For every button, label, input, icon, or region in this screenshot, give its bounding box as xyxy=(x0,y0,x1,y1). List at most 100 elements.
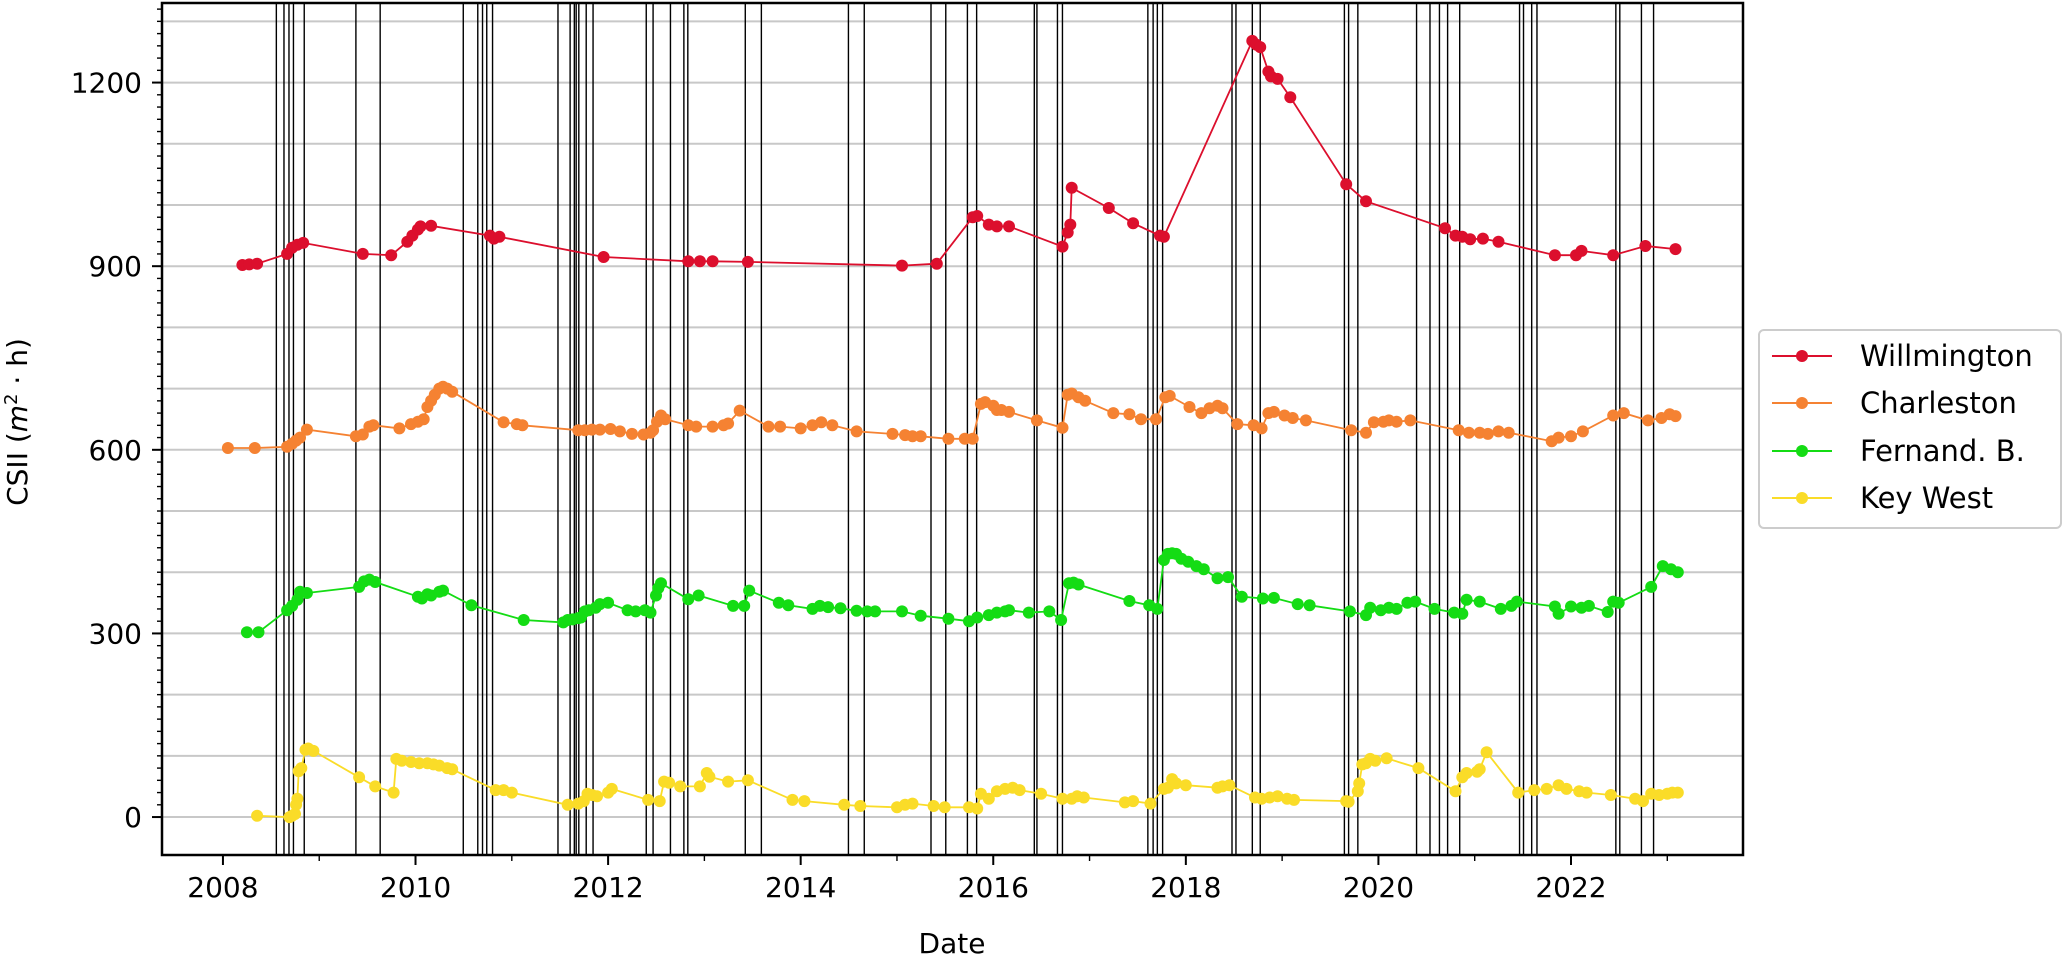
data-point xyxy=(741,255,754,268)
data-point xyxy=(597,251,610,263)
data-point xyxy=(385,249,398,262)
data-point xyxy=(1197,563,1210,576)
data-point xyxy=(971,611,984,624)
data-point xyxy=(1409,595,1422,608)
data-point xyxy=(1072,578,1085,591)
data-point xyxy=(1267,591,1280,604)
data-point xyxy=(307,744,320,757)
data-point xyxy=(248,442,261,454)
data-point xyxy=(1637,795,1649,808)
data-point xyxy=(826,419,839,432)
data-point xyxy=(1582,599,1595,612)
data-point xyxy=(1170,777,1183,790)
data-point xyxy=(294,431,306,444)
data-point xyxy=(295,762,308,775)
data-point xyxy=(605,782,618,795)
data-point xyxy=(1412,762,1425,775)
data-point xyxy=(1231,418,1244,431)
data-point xyxy=(1271,790,1284,803)
data-point xyxy=(1035,787,1048,800)
data-point xyxy=(1360,426,1372,439)
data-point xyxy=(1235,590,1248,603)
data-point xyxy=(591,790,603,803)
data-point xyxy=(629,605,642,618)
x-axis: 2008 2010 2012 2014 2016 2018 2020 2022 xyxy=(187,855,1668,904)
data-point xyxy=(1353,777,1366,790)
data-point xyxy=(1065,181,1078,194)
horizontal-gridlines xyxy=(162,20,1743,819)
data-point xyxy=(1286,412,1299,424)
data-point xyxy=(604,423,617,435)
data-point xyxy=(613,425,626,438)
data-point xyxy=(834,602,847,615)
data-point xyxy=(369,576,382,588)
x-tick-label: 2014 xyxy=(765,871,836,904)
data-point xyxy=(794,422,807,435)
data-point xyxy=(387,786,400,799)
data-point xyxy=(289,808,301,820)
data-point xyxy=(1552,607,1565,620)
plot-area-frame xyxy=(160,1,1745,857)
data-point xyxy=(1107,407,1120,420)
data-point xyxy=(1464,233,1477,246)
data-point xyxy=(1575,244,1588,257)
data-point xyxy=(1123,595,1136,607)
data-point xyxy=(240,626,253,639)
data-point xyxy=(990,220,1003,233)
data-point xyxy=(291,792,304,805)
data-point xyxy=(914,609,927,622)
data-point xyxy=(1369,754,1382,767)
data-point xyxy=(1102,202,1115,214)
data-point xyxy=(1439,222,1451,235)
data-point xyxy=(703,770,716,783)
data-point xyxy=(1612,596,1625,609)
data-point xyxy=(414,220,427,233)
data-point xyxy=(722,417,735,430)
legend-marker-key-west xyxy=(1796,492,1808,504)
data-point xyxy=(1254,41,1267,54)
y-tick-label: 1200 xyxy=(71,67,142,100)
data-point xyxy=(869,605,882,618)
data-point xyxy=(738,599,751,612)
data-point xyxy=(1179,779,1192,792)
data-point xyxy=(1404,414,1417,427)
data-point xyxy=(1003,220,1015,233)
data-point xyxy=(906,797,919,810)
legend-marker-fernandina xyxy=(1796,445,1808,457)
data-point xyxy=(493,230,506,243)
data-point xyxy=(1340,178,1353,191)
data-point xyxy=(369,780,382,793)
data-point xyxy=(1480,746,1493,759)
data-point xyxy=(786,793,799,806)
data-point xyxy=(741,774,754,787)
data-point xyxy=(1360,195,1372,208)
data-point xyxy=(497,416,510,429)
data-point xyxy=(942,612,955,625)
y-axis-label-exponent: 2 xyxy=(1,393,22,404)
data-point xyxy=(1576,425,1589,438)
data-point xyxy=(1288,793,1300,806)
data-point xyxy=(693,255,706,268)
data-point xyxy=(1492,425,1505,438)
data-point xyxy=(356,428,369,441)
legend-label-willmington: Willmington xyxy=(1860,339,2033,373)
data-point xyxy=(517,614,530,626)
data-point xyxy=(1473,595,1486,608)
data-point xyxy=(1492,235,1505,248)
data-point xyxy=(1342,795,1355,808)
data-point xyxy=(1639,240,1652,252)
data-point xyxy=(1151,602,1164,615)
data-point xyxy=(593,423,606,436)
data-point xyxy=(1604,789,1617,801)
x-tick-label: 2022 xyxy=(1535,871,1606,904)
data-point xyxy=(1135,413,1147,426)
x-tick-label: 2010 xyxy=(380,871,451,904)
data-point xyxy=(896,259,908,272)
data-point xyxy=(659,413,672,426)
data-point xyxy=(1607,409,1620,422)
data-point xyxy=(446,385,459,398)
data-point xyxy=(297,236,310,249)
data-point xyxy=(413,757,426,770)
data-point xyxy=(1390,602,1403,615)
data-point xyxy=(1163,389,1176,402)
